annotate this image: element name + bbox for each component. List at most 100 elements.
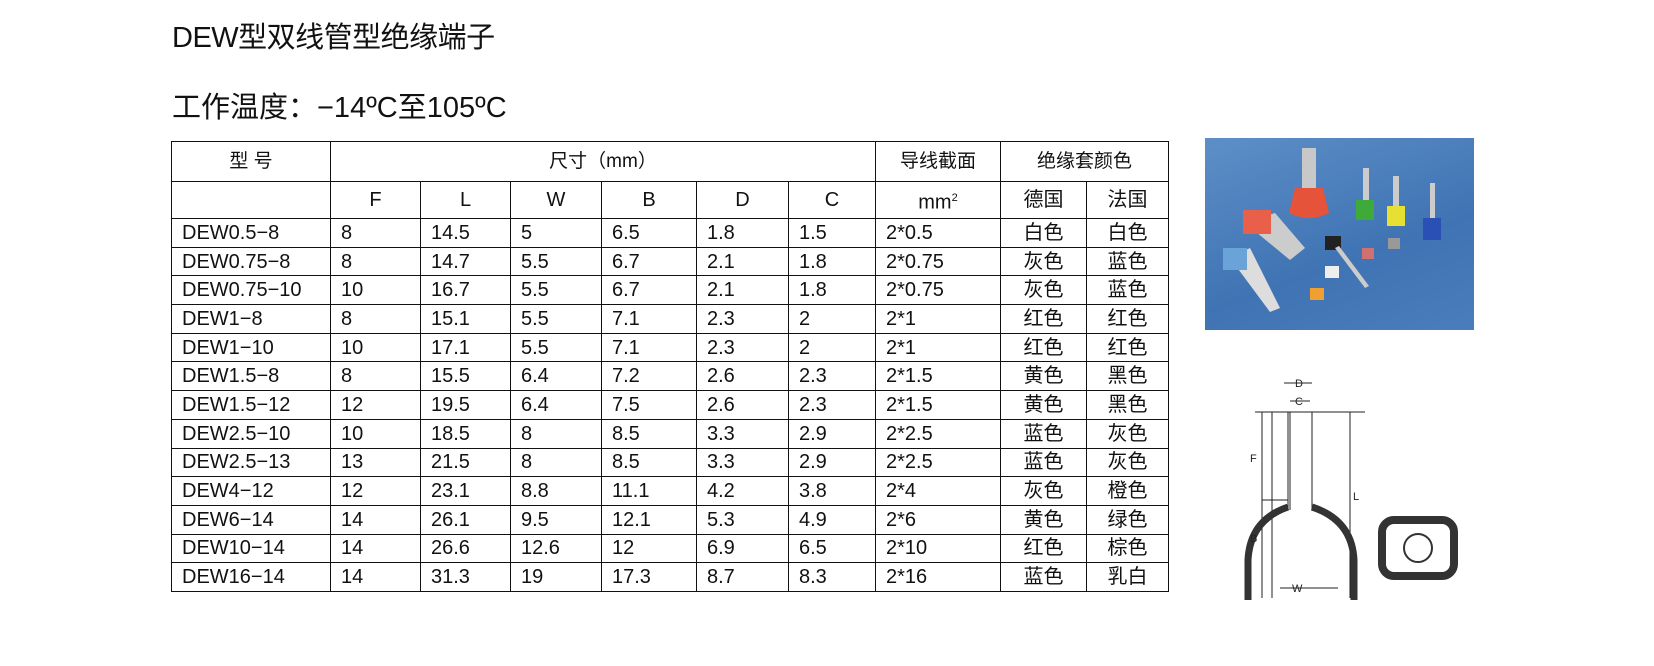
table-cell: 10 (330, 418, 421, 449)
table-cell: 2*10 (875, 533, 1001, 564)
subheader-C: C (788, 181, 876, 219)
table-cell: 8.5 (601, 447, 697, 478)
table-cell: 21.5 (420, 447, 511, 478)
table-cell: 2.1 (696, 275, 789, 306)
table-row: DEW2.5−13 13 21.5 8 8.5 3.3 2.9 2*2.5 蓝色 灰色 (171, 447, 1169, 478)
table-cell: 2.6 (696, 390, 789, 420)
subheader-B: B (601, 181, 697, 219)
table-cell: 5.5 (510, 246, 602, 277)
table-cell: 8 (330, 218, 421, 248)
table-cell: 12.6 (510, 533, 602, 564)
label-F: F (1250, 453, 1257, 465)
table-cell: 蓝色 (1086, 275, 1169, 306)
table-cell: 7.5 (601, 390, 697, 420)
table-cell: 17.3 (601, 562, 697, 592)
table-cell: 红色 (1000, 332, 1087, 363)
table-cell: 9.5 (510, 504, 602, 535)
label-B: B (1250, 533, 1257, 545)
table-cell: 10 (330, 275, 421, 306)
table-row: DEW6−14 14 26.1 9.5 12.1 5.3 4.9 2*6 黄色 绿色 (171, 504, 1169, 535)
table-cell: 蓝色 (1000, 562, 1087, 592)
table-cell: 2*16 (875, 562, 1001, 592)
table-cell: 7.1 (601, 304, 697, 334)
table-cell: 14 (330, 533, 421, 564)
table-row: DEW16−14 14 31.3 19 17.3 8.7 8.3 2*16 蓝色 乳白 (171, 562, 1169, 592)
table-cell: 15.5 (420, 361, 511, 392)
table-cell: 8 (510, 447, 602, 478)
table-cell: 蓝色 (1086, 246, 1169, 277)
table-cell: 6.7 (601, 246, 697, 277)
table-cell: 19.5 (420, 390, 511, 420)
table-cell: 6.5 (601, 218, 697, 248)
table-cell: 12 (330, 476, 421, 506)
table-cell: 2 (788, 332, 876, 363)
table-cell: DEW2.5−10 (171, 418, 331, 449)
table-cell: 6.4 (510, 361, 602, 392)
table-row: DEW1.5−12 12 19.5 6.4 7.5 2.6 2.3 2*1.5 黄色 黑色 (171, 390, 1169, 420)
product-photo (1205, 138, 1474, 330)
table-row: DEW1−10 10 17.1 5.5 7.1 2.3 2 2*1 红色 红色 (171, 332, 1169, 363)
ferrule-dimension-diagram: D C F L B W (1244, 378, 1458, 600)
label-W: W (1292, 583, 1303, 595)
table-cell: 绿色 (1086, 504, 1169, 535)
table-cell: DEW0.75−8 (171, 246, 331, 277)
table-cell: 5 (510, 218, 602, 248)
table-cell: 蓝色 (1000, 447, 1087, 478)
table-cell: 3.3 (696, 418, 789, 449)
header-model: 型 号 (171, 141, 331, 182)
subheader-D: D (696, 181, 789, 219)
subheader-cell (171, 181, 331, 219)
table-cell: 灰色 (1000, 476, 1087, 506)
table-cell: 12 (601, 533, 697, 564)
header-color: 绝缘套颜色 (1000, 141, 1169, 182)
table-cell: 红色 (1000, 533, 1087, 564)
table-cell: 橙色 (1086, 476, 1169, 506)
table-cell: 5.5 (510, 332, 602, 363)
table-cell: 31.3 (420, 562, 511, 592)
table-row: DEW2.5−10 10 18.5 8 8.5 3.3 2.9 2*2.5 蓝色 灰色 (171, 418, 1169, 449)
subheader-mm2: mm2 (875, 181, 1001, 219)
table-cell: 4.9 (788, 504, 876, 535)
table-cell: 2*2.5 (875, 447, 1001, 478)
ferrules-image (1223, 148, 1441, 312)
table-cell: 6.4 (510, 390, 602, 420)
table-cell: 8 (330, 304, 421, 334)
table-cell: 4.2 (696, 476, 789, 506)
table-cell: 灰色 (1000, 275, 1087, 306)
table-cell: 14.5 (420, 218, 511, 248)
table-cell: 19 (510, 562, 602, 592)
table-cell: 棕色 (1086, 533, 1169, 564)
table-cell: 2*6 (875, 504, 1001, 535)
table-cell: 2*1.5 (875, 361, 1001, 392)
table-cell: 黄色 (1000, 361, 1087, 392)
table-row: DEW0.75−10 10 16.7 5.5 6.7 2.1 1.8 2*0.75 灰色 蓝色 (171, 275, 1169, 306)
header-cross-section: 导线截面 (875, 141, 1001, 182)
label-L: L (1353, 491, 1359, 503)
table-cell: 15.1 (420, 304, 511, 334)
table-cell: 2.9 (788, 447, 876, 478)
table-cell: 红色 (1086, 332, 1169, 363)
table-cell: 2.1 (696, 246, 789, 277)
table-cell: 17.1 (420, 332, 511, 363)
table-cell: DEW1.5−12 (171, 390, 331, 420)
table-cell: 12.1 (601, 504, 697, 535)
table-cell: DEW0.75−10 (171, 275, 331, 306)
table-cell: 13 (330, 447, 421, 478)
table-row: DEW4−12 12 23.1 8.8 11.1 4.2 3.8 2*4 灰色 橙色 (171, 476, 1169, 506)
subheader-W: W (510, 181, 602, 219)
table-cell: 1.8 (696, 218, 789, 248)
label-D: D (1295, 378, 1303, 390)
table-cell: DEW0.5−8 (171, 218, 331, 248)
table-cell: 26.6 (420, 533, 511, 564)
subheader-F: F (330, 181, 421, 219)
table-cell: 黄色 (1000, 504, 1087, 535)
table-cell: 8 (510, 418, 602, 449)
table-cell: 23.1 (420, 476, 511, 506)
page-title: DEW型双线管型绝缘端子 (172, 22, 495, 54)
table-cell: 14 (330, 504, 421, 535)
table-cell: 6.7 (601, 275, 697, 306)
table-cell: 2.6 (696, 361, 789, 392)
table-cell: DEW6−14 (171, 504, 331, 535)
table-cell: DEW1.5−8 (171, 361, 331, 392)
table-cell: 2.3 (788, 361, 876, 392)
